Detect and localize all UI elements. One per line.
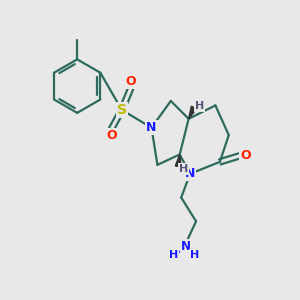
Text: H: H [169,250,178,260]
Text: S: S [117,103,127,117]
Text: H: H [195,101,205,111]
Text: H: H [179,164,188,174]
Text: O: O [125,75,136,88]
Text: N: N [146,121,157,134]
Text: O: O [240,149,251,162]
Text: O: O [106,129,117,142]
Text: N: N [185,167,195,180]
Text: H: H [190,250,199,260]
Text: N: N [181,240,191,253]
Polygon shape [175,154,181,167]
Polygon shape [189,106,197,119]
